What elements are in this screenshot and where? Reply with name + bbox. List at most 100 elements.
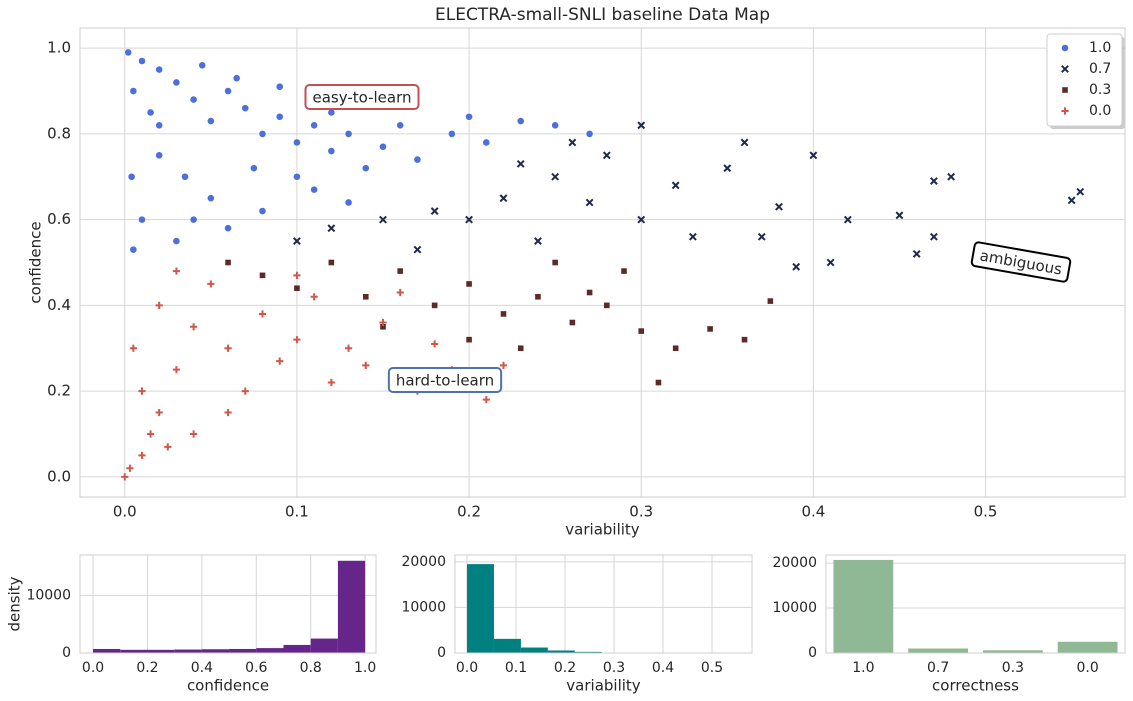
point xyxy=(189,95,198,104)
point xyxy=(843,215,852,224)
axes-frame xyxy=(79,27,1126,498)
point xyxy=(569,319,576,326)
point xyxy=(380,324,386,330)
plot-area xyxy=(455,555,752,653)
point xyxy=(155,121,164,130)
bar xyxy=(1057,641,1118,653)
point xyxy=(126,464,134,472)
point xyxy=(535,293,541,300)
point xyxy=(826,258,835,267)
bar xyxy=(833,559,894,653)
y-axis-label: density xyxy=(6,576,24,631)
point xyxy=(809,151,818,160)
point xyxy=(155,408,163,417)
point xyxy=(146,108,155,117)
points xyxy=(121,48,1085,481)
point xyxy=(310,293,318,301)
point xyxy=(293,237,301,245)
y-tick-label: 0 xyxy=(62,645,71,661)
bar xyxy=(982,650,1043,653)
point xyxy=(499,194,508,203)
point xyxy=(447,129,456,138)
point xyxy=(276,357,284,365)
point xyxy=(947,172,956,181)
point xyxy=(621,268,627,274)
point xyxy=(379,142,387,151)
x-tick-label: 0.4 xyxy=(801,503,825,521)
legend-label: 0.0 xyxy=(1089,103,1111,119)
plot-area xyxy=(80,28,1125,497)
x-axis-label: confidence xyxy=(187,677,269,695)
y-tick-label: 10000 xyxy=(401,599,446,615)
x-tick-label: 0.2 xyxy=(554,660,576,676)
y-tick-label: 0.2 xyxy=(47,382,71,400)
point xyxy=(198,61,207,70)
point xyxy=(688,232,697,241)
point xyxy=(655,379,662,386)
x-tick-label: 0.6 xyxy=(245,660,267,676)
point xyxy=(172,78,181,87)
point xyxy=(638,328,645,334)
point xyxy=(206,117,215,125)
point xyxy=(344,344,353,352)
legend-swatch xyxy=(1062,87,1068,93)
histogram-bar xyxy=(201,649,230,653)
annotation-box xyxy=(387,367,503,393)
point xyxy=(379,215,387,224)
point xyxy=(637,215,646,224)
point xyxy=(895,211,904,220)
x-tick-label: 0.0 xyxy=(456,660,478,676)
legend-swatch xyxy=(1061,44,1069,52)
y-tick-label: 20000 xyxy=(772,555,817,571)
x-tick-label: 0.1 xyxy=(285,503,309,521)
x-tick-label: 0.2 xyxy=(136,660,158,676)
point xyxy=(127,172,136,181)
histogram-bar xyxy=(337,560,366,653)
x-tick-label: 0.5 xyxy=(974,503,998,521)
x-tick-label: 0.4 xyxy=(191,660,213,676)
point xyxy=(396,288,404,297)
point xyxy=(604,302,610,309)
point xyxy=(466,281,472,287)
bar xyxy=(908,648,969,653)
histogram-bar xyxy=(93,648,121,653)
point xyxy=(328,259,335,266)
y-tick-label: 0.0 xyxy=(47,467,71,485)
point xyxy=(172,267,181,275)
point xyxy=(362,361,370,369)
annotation-box xyxy=(304,84,420,110)
point xyxy=(482,138,491,147)
x-axis-label: variability xyxy=(565,521,640,539)
x-tick-label: 0.5 xyxy=(701,660,723,676)
point xyxy=(568,138,577,147)
point xyxy=(275,112,284,121)
annotation: hard-to-learn xyxy=(387,367,503,393)
annotation: easy-to-learn xyxy=(304,84,420,110)
point xyxy=(637,121,646,130)
point xyxy=(190,430,198,438)
point xyxy=(757,232,766,241)
histogram-bar xyxy=(256,648,284,653)
legend-swatch xyxy=(1061,65,1069,73)
y-tick-label: 0.4 xyxy=(47,296,71,314)
point xyxy=(551,172,560,181)
axes-frame xyxy=(79,554,377,654)
point xyxy=(912,250,921,258)
legend-label: 1.0 xyxy=(1089,40,1111,56)
point xyxy=(138,451,146,460)
histogram-bar xyxy=(547,650,575,653)
point xyxy=(224,344,232,352)
point xyxy=(465,112,473,121)
point xyxy=(707,326,713,332)
plot-area xyxy=(80,555,376,653)
x-axis-label: variability xyxy=(566,677,641,695)
point xyxy=(241,104,250,113)
point xyxy=(1076,187,1085,196)
point xyxy=(310,185,319,194)
point xyxy=(396,121,405,130)
x-tick-label: 0.1 xyxy=(505,660,527,676)
point xyxy=(172,366,181,374)
point xyxy=(138,57,146,65)
